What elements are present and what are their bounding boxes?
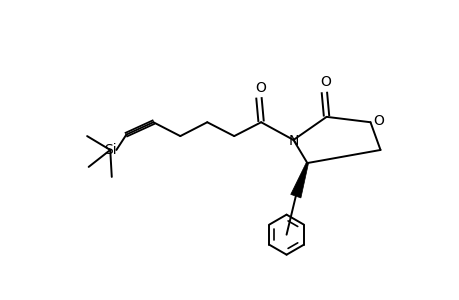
Text: Si: Si [104,143,116,157]
Polygon shape [290,163,308,198]
Text: O: O [320,75,330,89]
Text: N: N [288,134,299,148]
Text: O: O [373,114,384,128]
Text: O: O [254,81,265,94]
